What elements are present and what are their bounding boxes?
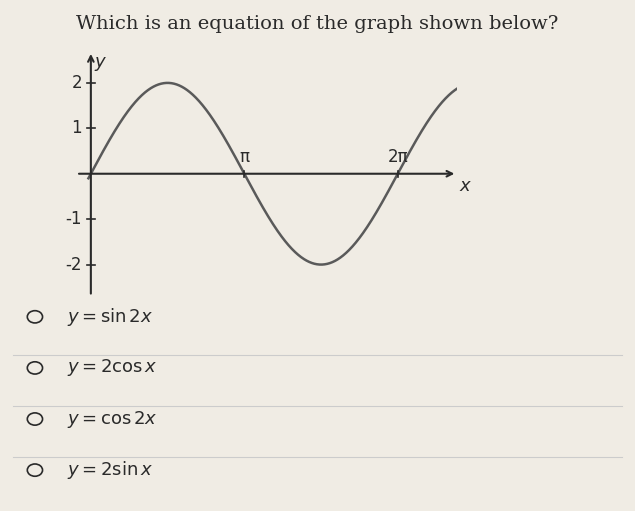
Text: 2: 2 <box>71 74 82 92</box>
Text: $y = \sin 2x$: $y = \sin 2x$ <box>67 306 153 328</box>
Text: -2: -2 <box>65 256 82 273</box>
Text: π: π <box>239 148 250 166</box>
Text: $y = 2\cos x$: $y = 2\cos x$ <box>67 357 157 379</box>
Text: 1: 1 <box>71 119 82 137</box>
Text: $y = \cos 2x$: $y = \cos 2x$ <box>67 408 157 430</box>
Text: 2π: 2π <box>387 148 408 166</box>
Text: x: x <box>460 177 471 195</box>
Text: y: y <box>95 53 105 72</box>
Text: $y = 2\sin x$: $y = 2\sin x$ <box>67 459 153 481</box>
Text: -1: -1 <box>65 210 82 228</box>
Text: Which is an equation of the graph shown below?: Which is an equation of the graph shown … <box>76 15 559 33</box>
